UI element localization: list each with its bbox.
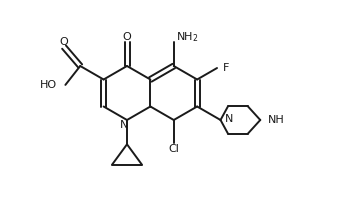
- Text: N: N: [120, 120, 128, 130]
- Text: N: N: [225, 114, 233, 124]
- Text: O: O: [122, 32, 131, 42]
- Text: HO: HO: [40, 80, 57, 90]
- Text: F: F: [223, 63, 229, 73]
- Text: O: O: [60, 37, 69, 47]
- Text: NH$_2$: NH$_2$: [176, 30, 198, 44]
- Text: Cl: Cl: [168, 144, 179, 154]
- Text: NH: NH: [268, 115, 285, 125]
